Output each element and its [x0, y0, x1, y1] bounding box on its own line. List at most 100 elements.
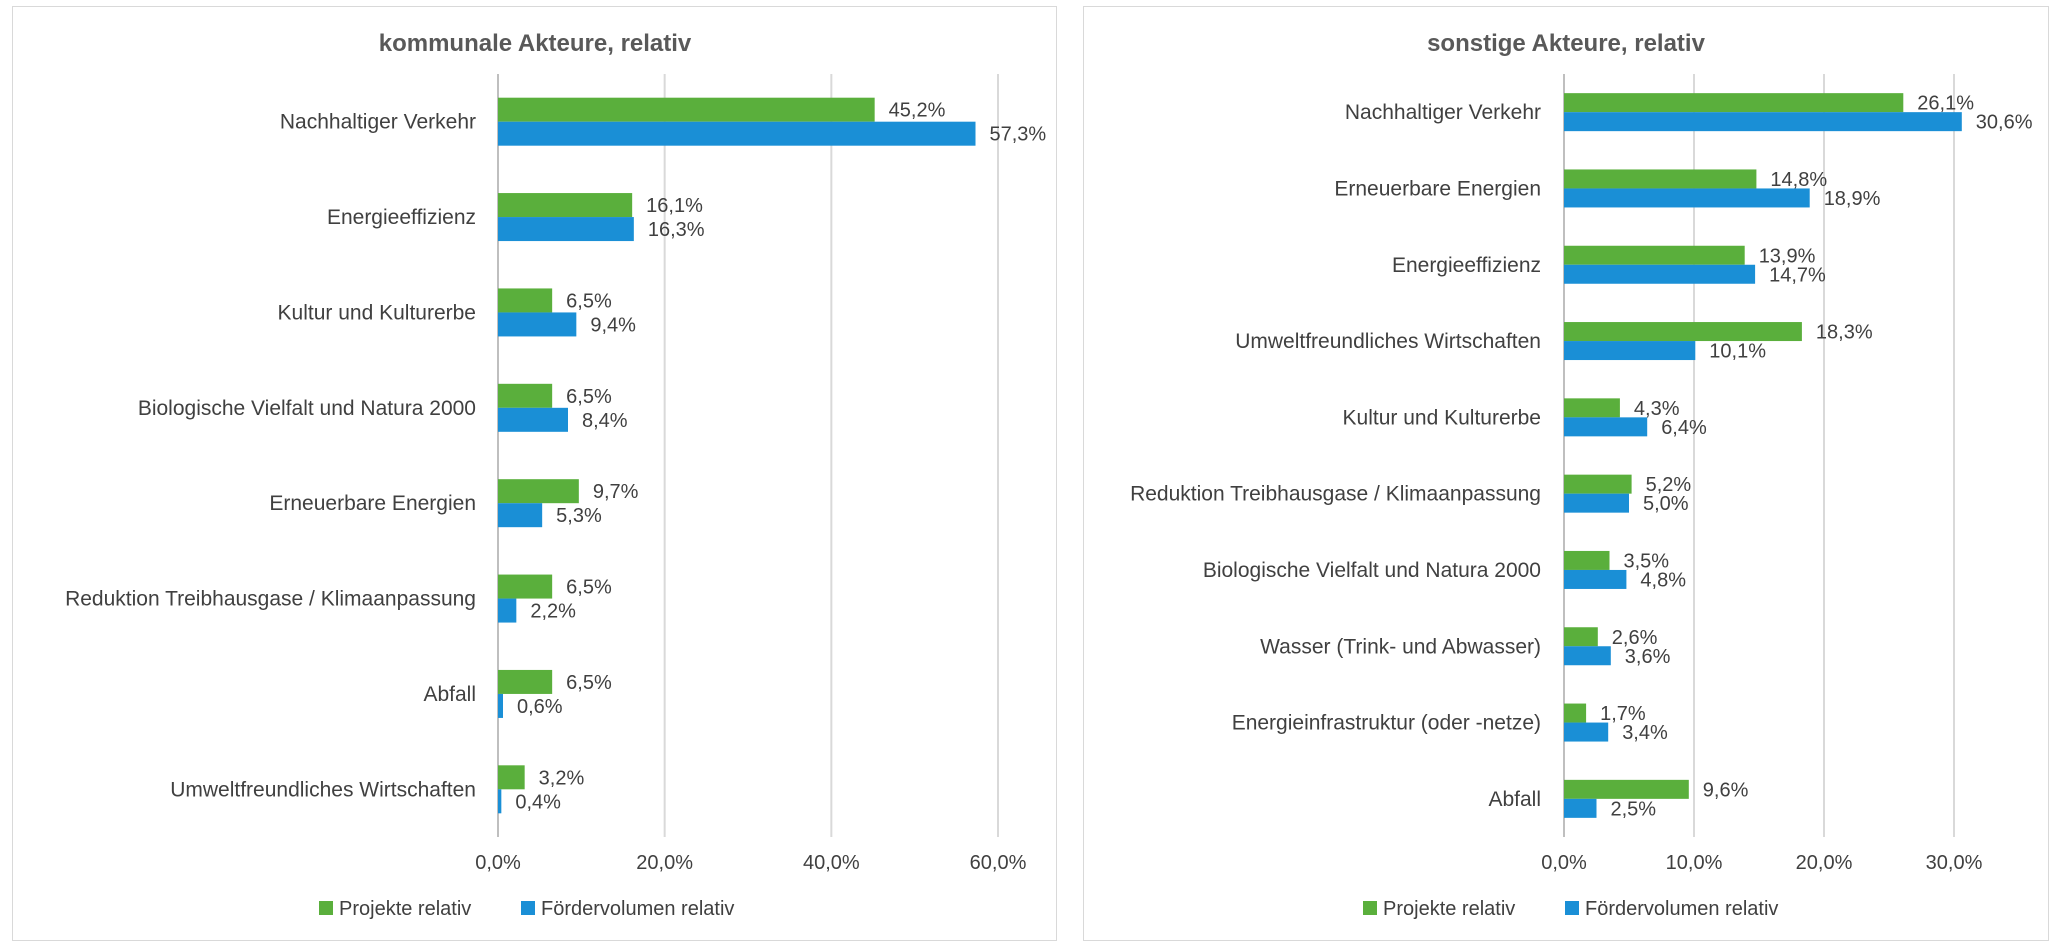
bar-foerdervolumen: [498, 503, 543, 528]
x-tick-label: 0,0%: [1541, 852, 1587, 874]
data-label: 8,4%: [582, 410, 628, 432]
legend-label: Projekte relativ: [1383, 898, 1515, 920]
data-label: 6,5%: [566, 577, 612, 599]
data-label: 9,6%: [1703, 779, 1749, 801]
data-label: 2,6%: [1612, 627, 1658, 649]
bar-foerdervolumen: [1564, 722, 1609, 742]
data-label: 3,4%: [1622, 722, 1668, 744]
bar-projekte: [498, 574, 553, 599]
category-label: Energieeffizienz: [1392, 254, 1541, 277]
legend-label: Fördervolumen relativ: [541, 898, 734, 920]
bar-foerdervolumen: [1564, 569, 1627, 589]
data-label: 14,8%: [1770, 169, 1827, 191]
bar-foerdervolumen: [1564, 798, 1597, 818]
category-label: Abfall: [1488, 788, 1541, 811]
data-label: 18,9%: [1824, 188, 1881, 210]
data-label: 16,3%: [648, 219, 705, 241]
bar-foerdervolumen: [498, 407, 568, 432]
data-label: 5,2%: [1646, 474, 1692, 496]
bar-foerdervolumen: [1564, 493, 1629, 513]
bar-projekte: [1564, 169, 1757, 189]
data-label: 0,6%: [517, 696, 563, 718]
data-label: 2,2%: [530, 601, 576, 623]
x-tick-label: 10,0%: [1666, 852, 1723, 874]
bar-projekte: [1564, 779, 1689, 799]
bar-foerdervolumen: [1564, 112, 1962, 132]
data-label: 0,4%: [515, 791, 561, 813]
category-label: Nachhaltiger Verkehr: [1345, 101, 1541, 124]
bar-foerdervolumen: [498, 121, 976, 146]
category-label: Abfall: [423, 683, 476, 706]
data-label: 9,4%: [590, 314, 636, 336]
category-label: Biologische Vielfalt und Natura 2000: [138, 397, 476, 420]
category-label: Umweltfreundliches Wirtschaften: [170, 778, 476, 801]
chart-kommunale: kommunale Akteure, relativ 0,0% 20,0% 40,0%…: [65, 30, 1047, 920]
category-label: Biologische Vielfalt und Natura 2000: [1203, 559, 1541, 582]
bar-foerdervolumen: [1564, 417, 1648, 437]
data-label: 10,1%: [1709, 341, 1766, 363]
data-label: 9,7%: [593, 481, 639, 503]
chart-sonstige: sonstige Akteure, relativ 0,0% 10,0% 20,0% 3…: [1130, 30, 2033, 920]
bar-projekte: [1564, 322, 1802, 342]
bar-projekte: [1564, 703, 1587, 723]
data-label: 6,5%: [566, 290, 612, 312]
bar-foerdervolumen: [498, 312, 577, 337]
x-tick-label: 40,0%: [803, 852, 860, 874]
bar-foerdervolumen: [1564, 646, 1611, 666]
category-label: Kultur und Kulturerbe: [278, 301, 476, 324]
bar-projekte: [498, 97, 875, 122]
data-label: 6,5%: [566, 672, 612, 694]
data-label: 3,6%: [1625, 646, 1671, 668]
legend-swatch-projekte: [1363, 901, 1377, 915]
data-label: 3,2%: [539, 767, 585, 789]
x-tick-label: 60,0%: [970, 852, 1027, 874]
bar-projekte: [1564, 474, 1632, 494]
legend-swatch-projekte: [319, 901, 333, 915]
data-label: 3,5%: [1624, 550, 1670, 572]
data-label: 16,1%: [646, 195, 703, 217]
bar-projekte: [498, 765, 525, 790]
data-label: 6,5%: [566, 386, 612, 408]
category-label: Nachhaltiger Verkehr: [280, 111, 476, 134]
data-label: 57,3%: [990, 124, 1047, 146]
data-label: 45,2%: [889, 100, 946, 122]
data-label: 30,6%: [1976, 112, 2033, 134]
bar-projekte: [1564, 627, 1598, 647]
bar-foerdervolumen: [1564, 264, 1756, 284]
legend-label: Fördervolumen relativ: [1585, 898, 1778, 920]
data-label: 1,7%: [1600, 703, 1646, 725]
data-label: 26,1%: [1917, 93, 1974, 115]
category-label: Energieeffizienz: [327, 206, 476, 229]
bar-projekte: [1564, 245, 1745, 265]
data-label: 5,3%: [556, 505, 602, 527]
category-label: Reduktion Treibhausgase / Klimaanpassung: [1130, 483, 1541, 506]
bar-foerdervolumen: [1564, 188, 1810, 208]
category-label: Wasser (Trink- und Abwasser): [1260, 635, 1541, 658]
data-label: 6,4%: [1661, 417, 1707, 439]
legend-label: Projekte relativ: [339, 898, 471, 920]
bar-foerdervolumen: [498, 217, 634, 242]
x-tick-label: 0,0%: [475, 852, 521, 874]
category-label: Umweltfreundliches Wirtschaften: [1235, 330, 1541, 353]
data-label: 13,9%: [1759, 245, 1816, 267]
chart-panel-sonstige: sonstige Akteure, relativ 0,0% 10,0% 20,0% 3…: [1083, 6, 2049, 941]
bar-foerdervolumen: [498, 789, 502, 814]
bar-foerdervolumen: [498, 693, 503, 718]
category-label: Reduktion Treibhausgase / Klimaanpassung: [65, 588, 476, 611]
chart-title: sonstige Akteure, relativ: [1427, 30, 1706, 57]
x-tick-label: 30,0%: [1926, 852, 1983, 874]
data-label: 14,7%: [1769, 264, 1826, 286]
data-label: 4,8%: [1640, 569, 1686, 591]
data-label: 4,3%: [1634, 398, 1680, 420]
bar-projekte: [1564, 550, 1610, 570]
bar-projekte: [1564, 93, 1904, 113]
x-tick-label: 20,0%: [1796, 852, 1853, 874]
chart-title: kommunale Akteure, relativ: [379, 30, 692, 57]
legend-swatch-foerdervolumen: [1565, 901, 1579, 915]
bar-projekte: [498, 479, 579, 504]
bar-projekte: [498, 669, 553, 694]
category-label: Erneuerbare Energien: [269, 492, 476, 515]
x-tick-label: 20,0%: [636, 852, 693, 874]
bar-projekte: [1564, 398, 1620, 418]
bar-foerdervolumen: [1564, 341, 1696, 361]
